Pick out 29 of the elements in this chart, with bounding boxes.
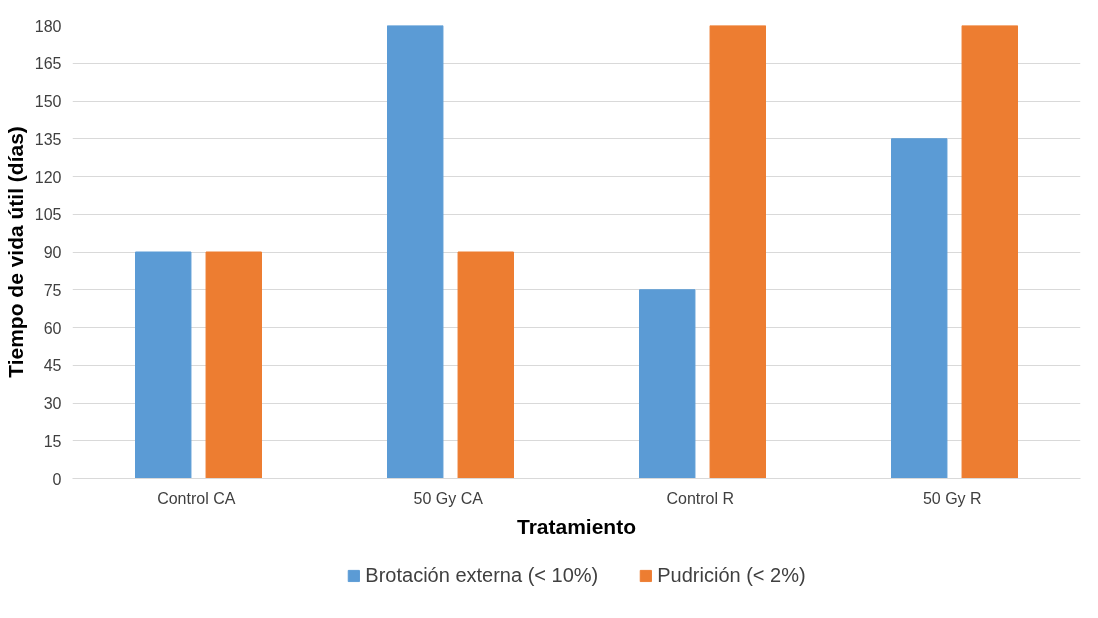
x-tick-label: 50 Gy R (922, 489, 982, 507)
y-tick-label: 90 (43, 244, 62, 261)
y-tick-label: 180 (34, 17, 62, 35)
bar (387, 25, 444, 479)
x-tick-label: Control R (666, 489, 735, 507)
bar (457, 251, 514, 479)
legend-label: Pudrición (< 2%) (657, 563, 806, 587)
x-tick-label: 50 Gy CA (413, 489, 484, 507)
x-tick-label: Control CA (157, 489, 236, 507)
y-tick-label: 30 (43, 395, 62, 412)
y-tick-label: 150 (34, 93, 62, 110)
bar (891, 138, 948, 479)
y-tick-label: 0 (52, 470, 62, 488)
bar (961, 25, 1018, 479)
x-axis-title: Tratamiento (516, 514, 637, 538)
y-tick-label: 15 (43, 432, 62, 450)
bar (639, 289, 696, 479)
y-tick-label: 135 (34, 130, 62, 148)
y-tick-label: 165 (34, 55, 62, 73)
y-tick-label: 60 (43, 319, 62, 337)
y-tick-label: 120 (34, 168, 62, 186)
y-tick-label: 75 (43, 281, 62, 299)
legend-label: Brotación externa (< 10%) (365, 563, 599, 587)
y-tick-label: 105 (34, 206, 62, 224)
bar (135, 251, 192, 479)
bar (205, 251, 262, 479)
y-tick-label: 45 (43, 357, 62, 375)
bar (709, 25, 766, 479)
y-axis-title: Tiempo de vida útil (días) (3, 126, 27, 378)
